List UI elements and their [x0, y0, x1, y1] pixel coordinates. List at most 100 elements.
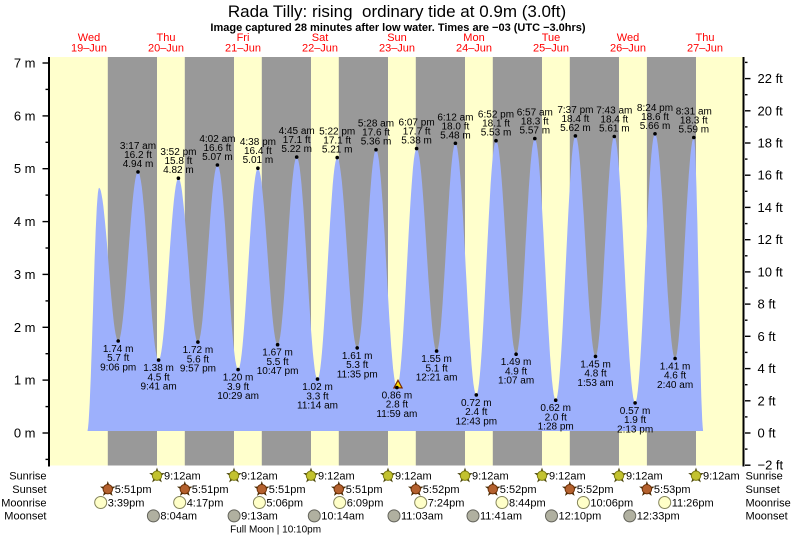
svg-text:9:12am: 9:12am	[472, 471, 509, 483]
svg-text:4:45 am: 4:45 am	[279, 126, 315, 137]
svg-text:19–Jun: 19–Jun	[71, 43, 107, 55]
svg-text:16.6 ft: 16.6 ft	[203, 143, 231, 154]
svg-text:4:17pm: 4:17pm	[187, 497, 224, 509]
svg-text:5.62 m: 5.62 m	[560, 123, 591, 134]
svg-text:7 m: 7 m	[14, 56, 36, 71]
svg-text:1.72 m: 1.72 m	[183, 345, 214, 356]
svg-text:6:12 am: 6:12 am	[437, 112, 473, 123]
svg-text:2 ft: 2 ft	[758, 393, 776, 408]
svg-text:10:47 pm: 10:47 pm	[257, 366, 299, 377]
svg-text:3.9 ft: 3.9 ft	[227, 382, 249, 393]
svg-text:9:12am: 9:12am	[318, 471, 355, 483]
svg-text:8 ft: 8 ft	[758, 297, 776, 312]
svg-text:5:06pm: 5:06pm	[266, 497, 303, 509]
svg-text:5:22 pm: 5:22 pm	[319, 127, 355, 138]
svg-text:5.01 m: 5.01 m	[243, 155, 274, 166]
svg-text:1.61 m: 1.61 m	[342, 351, 373, 362]
svg-text:1.49 m: 1.49 m	[501, 357, 532, 368]
svg-text:3:39pm: 3:39pm	[108, 497, 145, 509]
svg-text:5.7 ft: 5.7 ft	[107, 353, 129, 364]
svg-text:3 m: 3 m	[14, 267, 36, 282]
svg-text:17.6 ft: 17.6 ft	[362, 128, 390, 139]
svg-text:4.5 ft: 4.5 ft	[147, 372, 169, 383]
svg-text:6:52 pm: 6:52 pm	[478, 110, 514, 121]
svg-text:14 ft: 14 ft	[758, 200, 784, 215]
svg-text:1:28 pm: 1:28 pm	[538, 422, 574, 433]
svg-text:5.66 m: 5.66 m	[640, 121, 671, 132]
svg-text:2:40 am: 2:40 am	[657, 380, 693, 391]
svg-text:2.0 ft: 2.0 ft	[545, 412, 567, 423]
svg-text:Full Moon | 10:10pm: Full Moon | 10:10pm	[230, 525, 321, 536]
svg-text:22–Jun: 22–Jun	[302, 43, 338, 55]
svg-text:1.45 m: 1.45 m	[580, 359, 611, 370]
svg-text:9:41 am: 9:41 am	[141, 382, 177, 393]
svg-text:18 ft: 18 ft	[758, 136, 784, 151]
svg-text:5.59 m: 5.59 m	[679, 125, 710, 136]
svg-text:11:41am: 11:41am	[480, 511, 522, 523]
svg-text:4.94 m: 4.94 m	[123, 159, 154, 170]
svg-text:9:12am: 9:12am	[395, 471, 432, 483]
svg-text:4 ft: 4 ft	[758, 361, 776, 376]
svg-text:2:13 pm: 2:13 pm	[617, 424, 653, 435]
svg-text:2.4 ft: 2.4 ft	[465, 407, 487, 418]
svg-text:12:10pm: 12:10pm	[559, 511, 602, 523]
svg-text:Rada Tilly: rising ordinary t: Rada Tilly: rising ordinary tide at 0.9m…	[228, 2, 566, 21]
svg-text:12:43 pm: 12:43 pm	[455, 416, 497, 427]
svg-text:8:31 am: 8:31 am	[676, 107, 712, 118]
svg-text:1.20 m: 1.20 m	[223, 373, 254, 384]
svg-text:12:33pm: 12:33pm	[637, 511, 680, 523]
svg-text:4.82 m: 4.82 m	[163, 165, 194, 176]
svg-text:5:52pm: 5:52pm	[423, 484, 460, 496]
svg-text:18.3 ft: 18.3 ft	[680, 116, 708, 127]
svg-text:12 ft: 12 ft	[758, 232, 784, 247]
svg-text:3.3 ft: 3.3 ft	[306, 391, 328, 402]
svg-text:21–Jun: 21–Jun	[225, 43, 261, 55]
svg-text:5:28 am: 5:28 am	[358, 119, 394, 130]
svg-text:0 m: 0 m	[14, 426, 36, 441]
svg-text:0.86 m: 0.86 m	[382, 391, 413, 402]
svg-text:4 m: 4 m	[14, 214, 36, 229]
svg-text:4.8 ft: 4.8 ft	[584, 369, 606, 380]
svg-text:9:12am: 9:12am	[626, 471, 663, 483]
svg-text:10:29 am: 10:29 am	[217, 391, 259, 402]
svg-text:1:53 am: 1:53 am	[577, 378, 613, 389]
svg-text:5:51pm: 5:51pm	[346, 484, 383, 496]
svg-text:Mon: Mon	[463, 32, 484, 44]
svg-text:9:12am: 9:12am	[241, 471, 278, 483]
svg-text:10:14am: 10:14am	[321, 511, 364, 523]
svg-text:6 m: 6 m	[14, 108, 36, 123]
svg-text:5.21 m: 5.21 m	[322, 145, 353, 156]
svg-text:10:06pm: 10:06pm	[590, 497, 633, 509]
svg-text:11:03am: 11:03am	[401, 511, 443, 523]
svg-text:9:12am: 9:12am	[164, 471, 201, 483]
svg-text:0.72 m: 0.72 m	[461, 398, 492, 409]
svg-text:5.36 m: 5.36 m	[361, 137, 392, 148]
svg-text:16.2 ft: 16.2 ft	[124, 150, 152, 161]
svg-text:−2 ft: −2 ft	[758, 458, 784, 473]
svg-text:5:51pm: 5:51pm	[269, 484, 306, 496]
svg-text:27–Jun: 27–Jun	[687, 43, 723, 55]
svg-text:5 m: 5 m	[14, 161, 36, 176]
svg-text:18.4 ft: 18.4 ft	[600, 115, 628, 126]
svg-text:Moonrise: Moonrise	[1, 497, 46, 509]
svg-text:Thu: Thu	[157, 32, 176, 44]
svg-text:11:35 pm: 11:35 pm	[337, 369, 378, 380]
svg-text:15.8 ft: 15.8 ft	[164, 156, 192, 167]
svg-text:Sunrise: Sunrise	[746, 471, 783, 483]
svg-text:20–Jun: 20–Jun	[148, 43, 184, 55]
svg-text:Image captured 28 minutes afte: Image captured 28 minutes after low wate…	[210, 22, 586, 34]
svg-text:18.1 ft: 18.1 ft	[482, 119, 510, 130]
svg-text:Sat: Sat	[312, 32, 329, 44]
svg-text:5.5 ft: 5.5 ft	[266, 357, 288, 368]
svg-text:5:52pm: 5:52pm	[500, 484, 537, 496]
svg-text:Wed: Wed	[617, 32, 639, 44]
svg-text:5.22 m: 5.22 m	[281, 144, 312, 155]
svg-text:11:26pm: 11:26pm	[672, 497, 714, 509]
svg-text:1.41 m: 1.41 m	[660, 362, 691, 373]
svg-text:2 m: 2 m	[14, 320, 36, 335]
svg-text:9:12am: 9:12am	[549, 471, 586, 483]
svg-text:5:51pm: 5:51pm	[192, 484, 229, 496]
svg-text:5.53 m: 5.53 m	[481, 128, 512, 139]
svg-text:1.74 m: 1.74 m	[103, 344, 134, 355]
svg-text:6:57 am: 6:57 am	[517, 108, 553, 119]
